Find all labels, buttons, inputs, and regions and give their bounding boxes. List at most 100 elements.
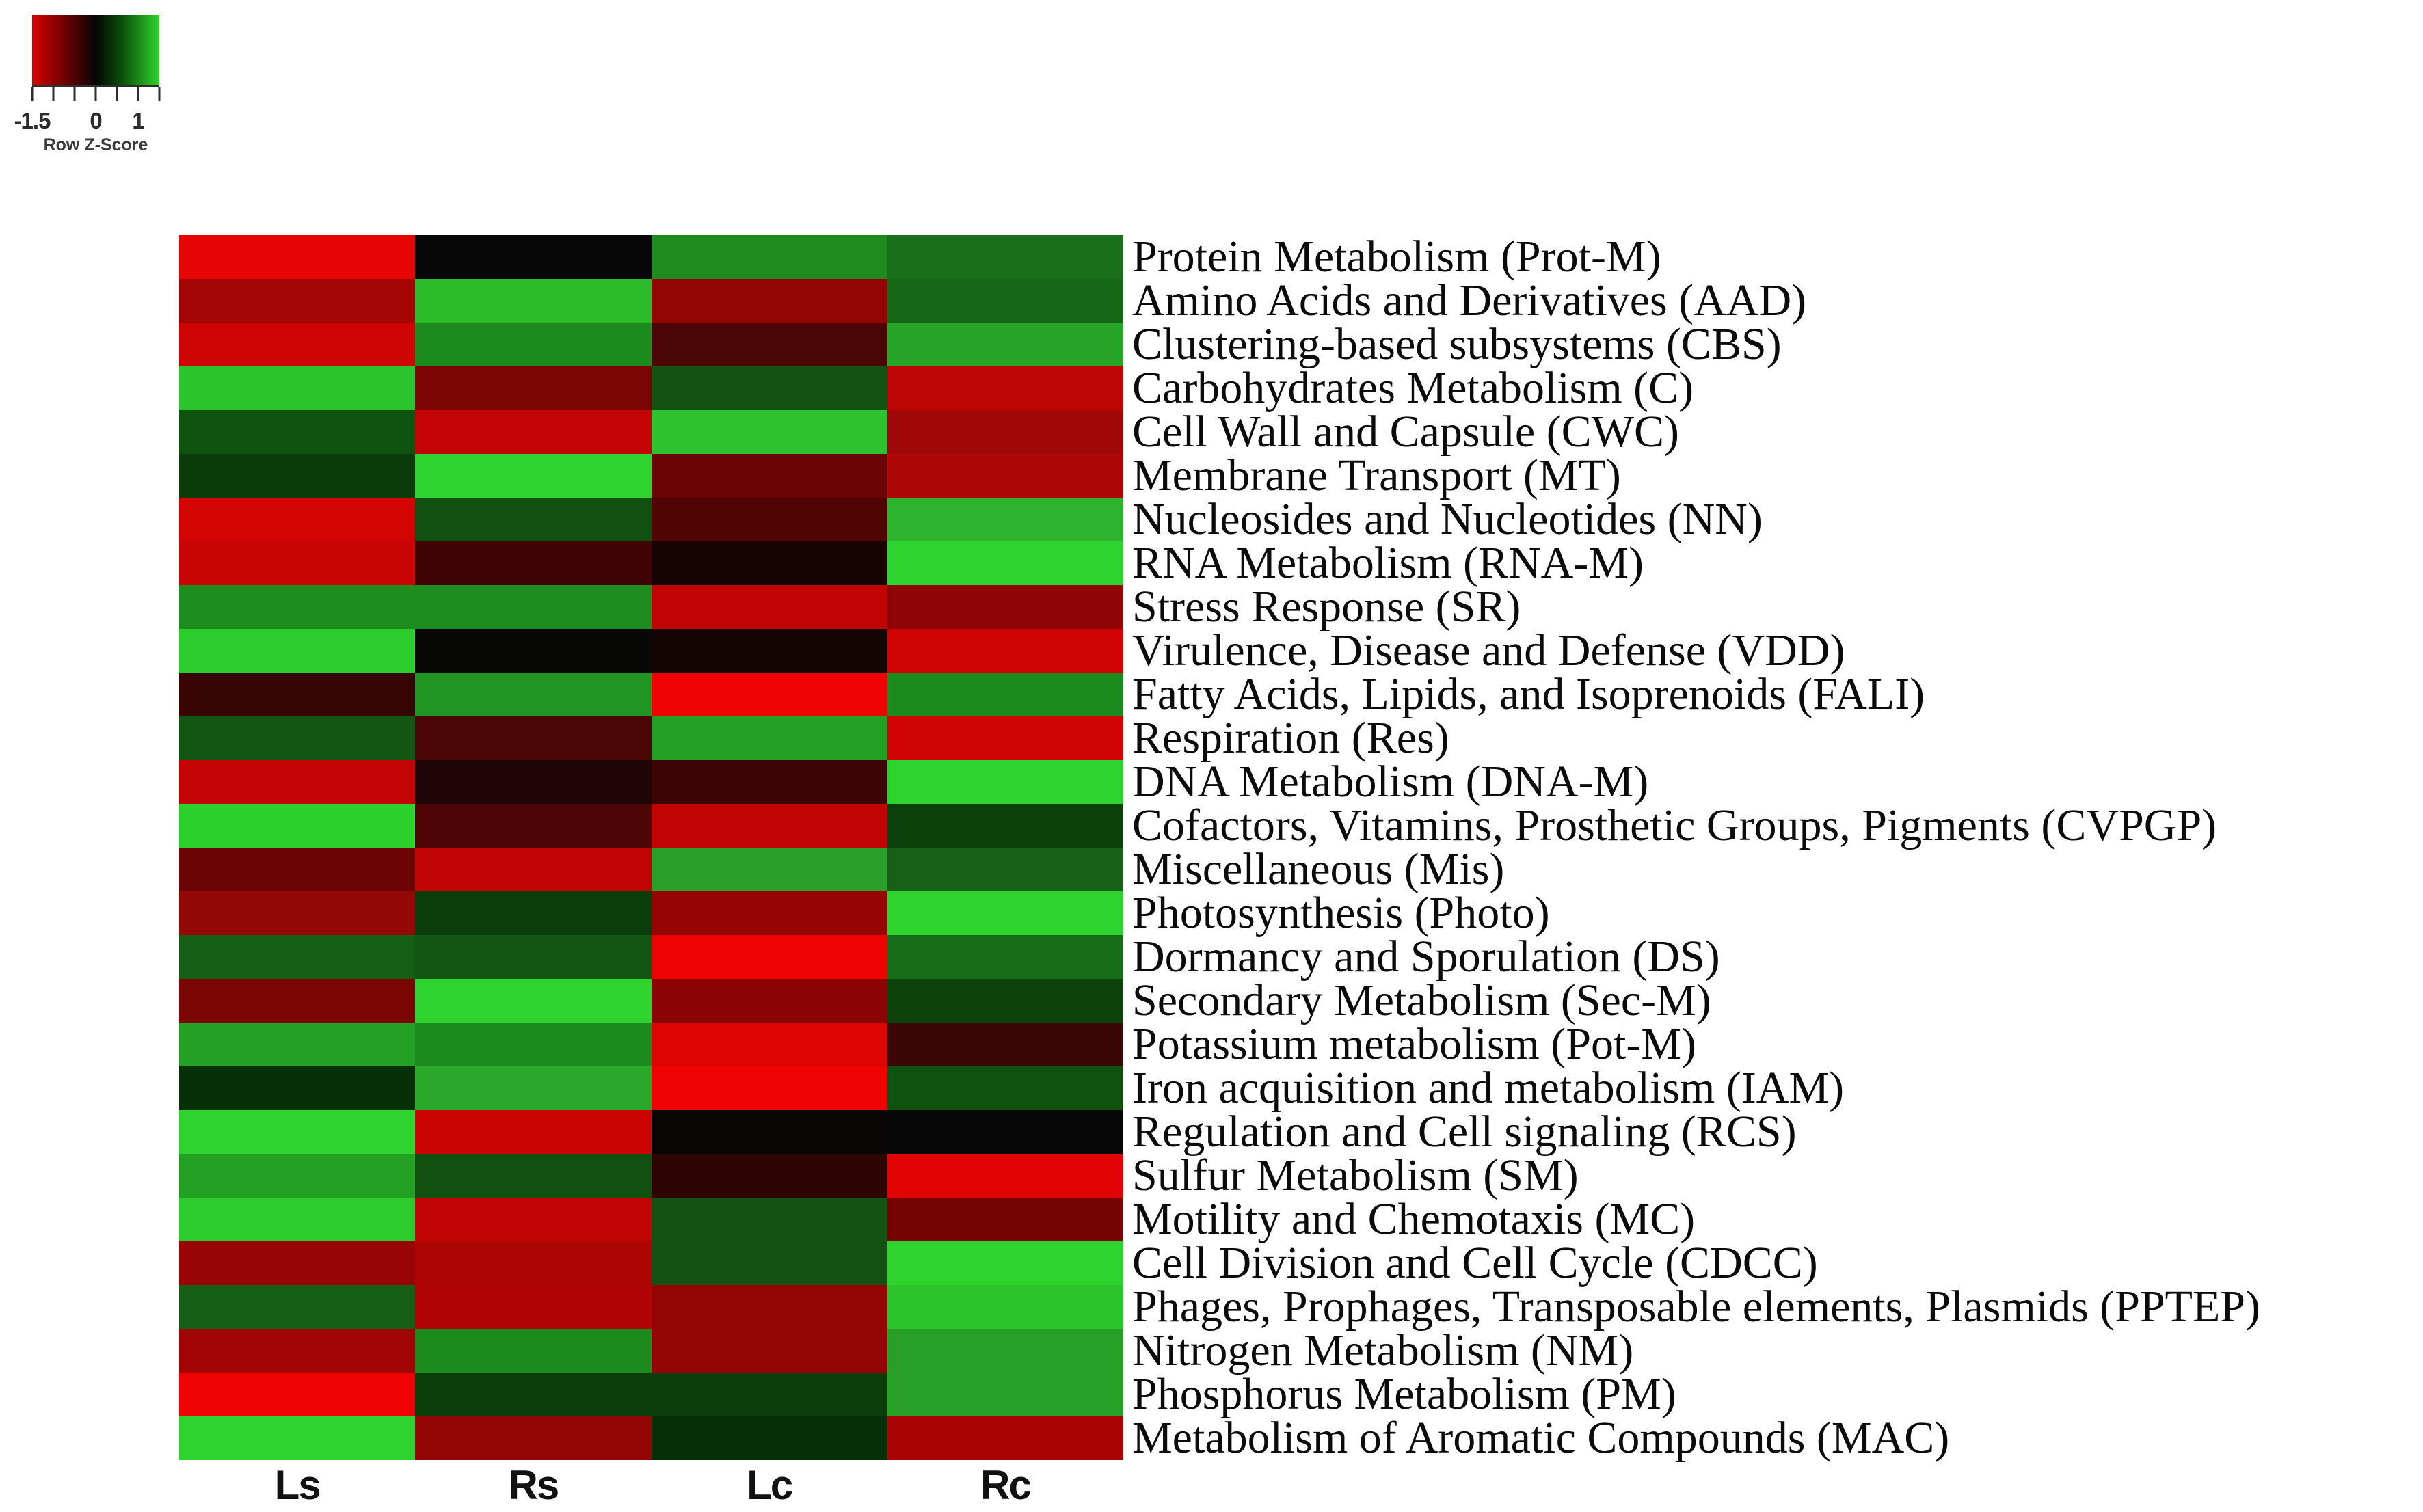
heatmap-cell [887,410,1123,454]
heatmap-cell [651,1373,887,1416]
heatmap-cell [887,848,1123,891]
heatmap-cell [415,629,652,673]
heatmap-cell [887,1416,1123,1460]
heatmap-cell [887,979,1123,1023]
heatmap-cell [179,1023,416,1066]
heatmap-cell [179,323,416,366]
legend-tick-label: 0 [90,108,102,133]
heatmap-cell [651,804,887,848]
heatmap-cell [887,323,1123,366]
heatmap-cell [179,1066,416,1110]
heatmap-cell [651,541,887,585]
row-label: Clustering-based subsystems (CBS) [1132,319,1782,369]
heatmap-cell [415,1241,652,1285]
heatmap-cell [651,454,887,498]
heatmap-cell [415,804,652,848]
heatmap-cell [651,891,887,935]
heatmap-cell [179,891,416,935]
heatmap-cell [887,279,1123,323]
row-label: Membrane Transport (MT) [1132,450,1621,500]
heatmap-cell [887,498,1123,541]
heatmap-cell [651,1110,887,1154]
heatmap-cell [887,1241,1123,1285]
color-key-legend: -1.5 0 1 Row Z-Score [14,15,161,155]
heatmap-cell [415,585,652,629]
heatmap-cell [887,673,1123,716]
heatmap-cell [887,1110,1123,1154]
heatmap-cell [887,1373,1123,1416]
heatmap-cell [415,935,652,979]
row-label: Carbohydrates Metabolism (C) [1132,363,1694,413]
column-label: Ls [274,1462,321,1508]
heatmap-cell [415,673,652,716]
legend-tick [137,87,139,101]
heatmap-cell [651,1066,887,1110]
column-label: Rs [508,1462,560,1508]
heatmap-cell [887,1066,1123,1110]
heatmap-cell [415,498,652,541]
row-labels: Protein Metabolism (Prot-M) Amino Acids a… [1132,232,2418,1463]
heatmap-cell [651,1241,887,1285]
heatmap-cell [415,1198,652,1241]
legend-tick [94,87,97,101]
heatmap-cell [415,323,652,366]
row-label: Stress Response (SR) [1132,582,1521,632]
legend-tick [31,87,34,101]
row-label: Dormancy and Sporulation (DS) [1132,932,1720,982]
row-label: Miscellaneous (Mis) [1132,844,1505,894]
legend-tick [52,87,55,101]
heatmap-cell [651,498,887,541]
row-label: Regulation and Cell signaling (RCS) [1132,1107,1797,1157]
heatmap-cell [887,891,1123,935]
heatmap-cell [887,1329,1123,1373]
heatmap-cell [415,848,652,891]
legend-tick [158,87,161,101]
row-label: Iron acquisition and metabolism (IAM) [1132,1063,1845,1113]
heatmap-cell [179,629,416,673]
heatmap-cell [415,1416,652,1460]
heatmap-cell [415,1110,652,1154]
row-label: Amino Acids and Derivatives (AAD) [1132,275,1807,325]
row-label: Respiration (Res) [1132,713,1449,763]
legend-tick-labels: -1.5 0 1 [14,103,159,133]
legend-gradient-bar [32,15,159,85]
heatmap-cell [415,235,652,279]
row-label: Cofactors, Vitamins, Prosthetic Groups, … [1132,800,2217,850]
heatmap-cell [179,410,416,454]
heatmap-cell [415,1154,652,1198]
heatmap-cell [179,760,416,804]
row-label: RNA Metabolism (RNA-M) [1132,538,1644,588]
row-label: Photosynthesis (Photo) [1132,888,1550,938]
heatmap-cell [415,1285,652,1329]
row-label: Phosphorus Metabolism (PM) [1132,1369,1676,1419]
legend-caption: Row Z-Score [43,135,148,154]
heatmap-cell [179,716,416,760]
heatmap-cell [179,1416,416,1460]
heatmap-cell [651,848,887,891]
heatmap-cell [651,585,887,629]
row-label: Nucleosides and Nucleotides (NN) [1132,494,1763,544]
heatmap-cell [179,366,416,410]
heatmap-cell [887,716,1123,760]
heatmap-cell [887,454,1123,498]
column-label: Lc [747,1462,793,1508]
heatmap-cell [415,1023,652,1066]
heatmap-cell [651,1198,887,1241]
heatmap-cell [887,935,1123,979]
heatmap-cell [887,366,1123,410]
heatmap-cell [415,366,652,410]
heatmap-cell [651,935,887,979]
row-label: Fatty Acids, Lipids, and Isoprenoids (FA… [1132,669,1925,719]
heatmap-cell [887,760,1123,804]
heatmap-cell [415,541,652,585]
heatmap-cell [887,1023,1123,1066]
heatmap-cell [651,629,887,673]
legend-tick-label: -1.5 [14,108,51,133]
heatmap-cell [887,1285,1123,1329]
legend-tick [116,87,118,101]
row-label: Cell Wall and Capsule (CWC) [1132,407,1679,457]
heatmap-cell [415,891,652,935]
row-label: Protein Metabolism (Prot-M) [1132,232,1661,282]
row-label: Metabolism of Aromatic Compounds (MAC) [1132,1413,1950,1463]
